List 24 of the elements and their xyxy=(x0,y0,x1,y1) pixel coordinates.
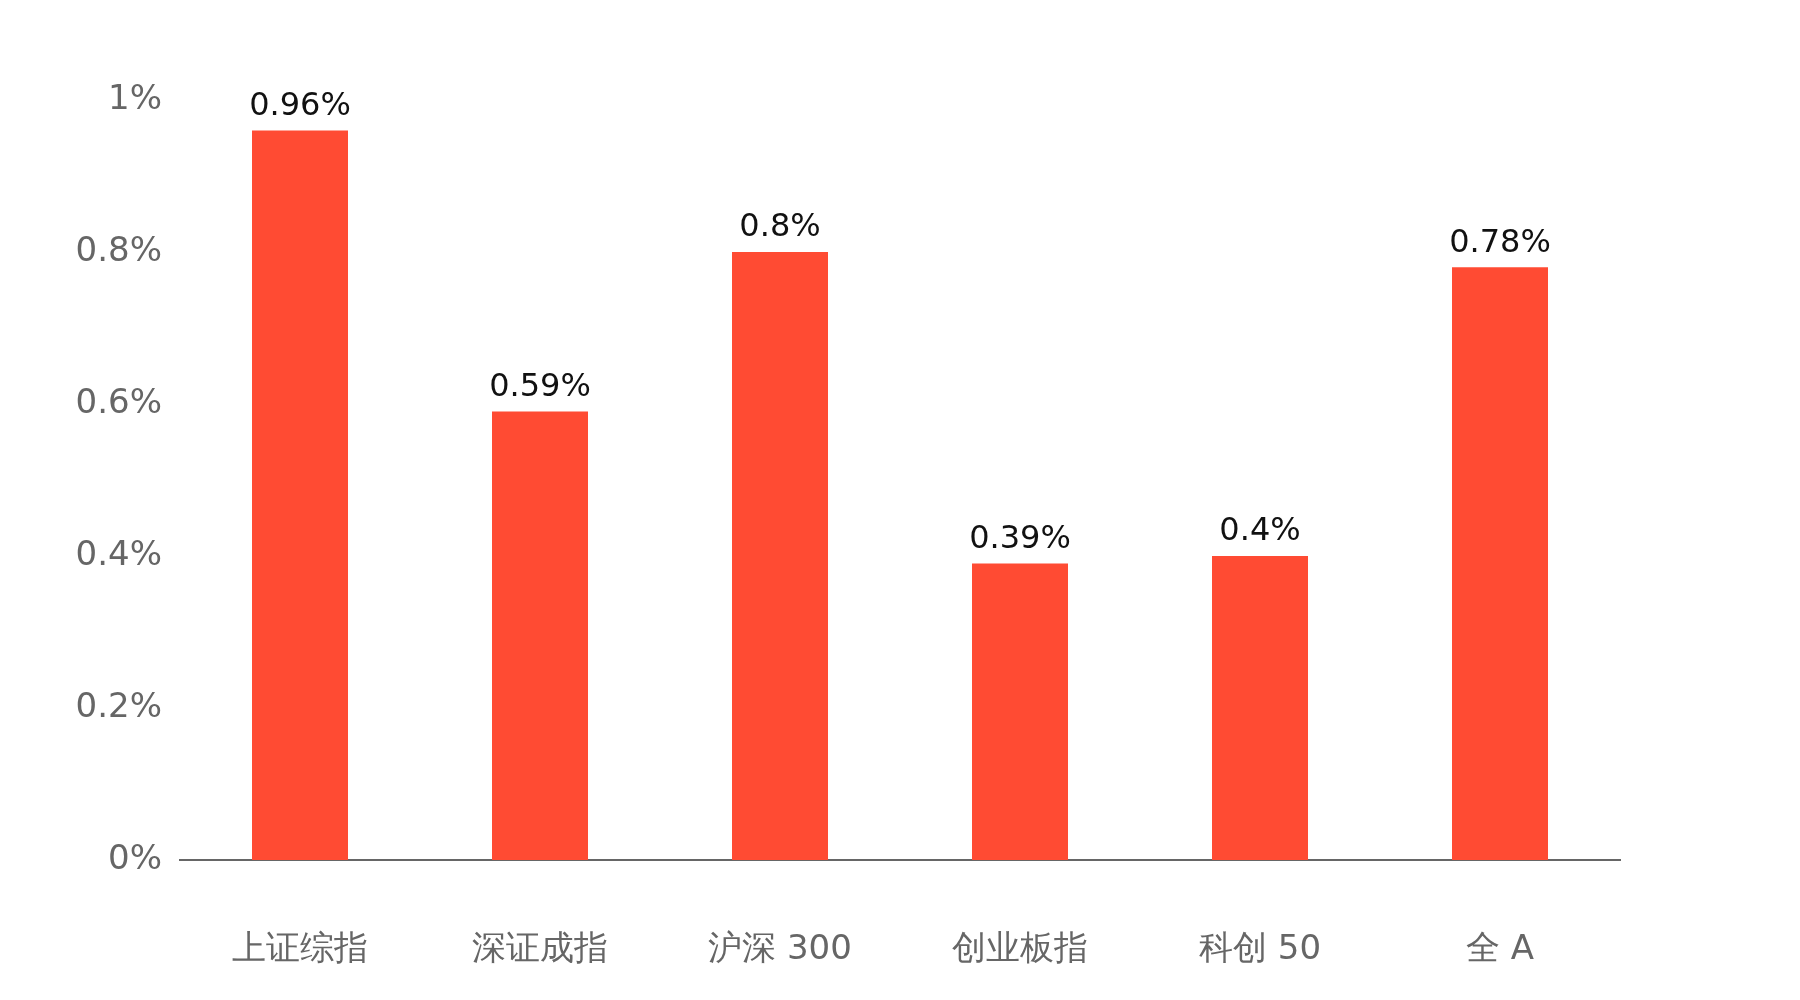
y-tick-label: 0.2% xyxy=(75,684,162,725)
data-label: 0.59% xyxy=(489,365,591,404)
bar xyxy=(972,563,1068,860)
x-tick-label: 创业板指 xyxy=(952,927,1088,968)
bar xyxy=(492,411,588,860)
y-tick-label: 0.6% xyxy=(75,380,162,421)
bar xyxy=(732,252,828,860)
data-label: 0.96% xyxy=(249,84,351,123)
y-tick-label: 0% xyxy=(108,836,162,877)
x-tick-label: 科创 50 xyxy=(1198,927,1322,968)
bar xyxy=(252,130,348,860)
x-tick-label: 沪深 300 xyxy=(708,927,852,968)
data-label: 0.8% xyxy=(739,206,821,245)
data-label: 0.4% xyxy=(1219,510,1301,549)
x-tick-label: 深证成指 xyxy=(472,927,608,968)
y-tick-label: 0.8% xyxy=(75,228,162,269)
y-tick-label: 1% xyxy=(108,76,162,117)
x-tick-label: 全 A xyxy=(1465,927,1535,968)
data-label: 0.39% xyxy=(969,517,1071,556)
x-tick-label: 上证综指 xyxy=(232,927,368,968)
bar xyxy=(1452,267,1548,860)
bar xyxy=(1212,556,1308,860)
y-tick-label: 0.4% xyxy=(75,532,162,573)
data-label: 0.78% xyxy=(1449,221,1551,260)
